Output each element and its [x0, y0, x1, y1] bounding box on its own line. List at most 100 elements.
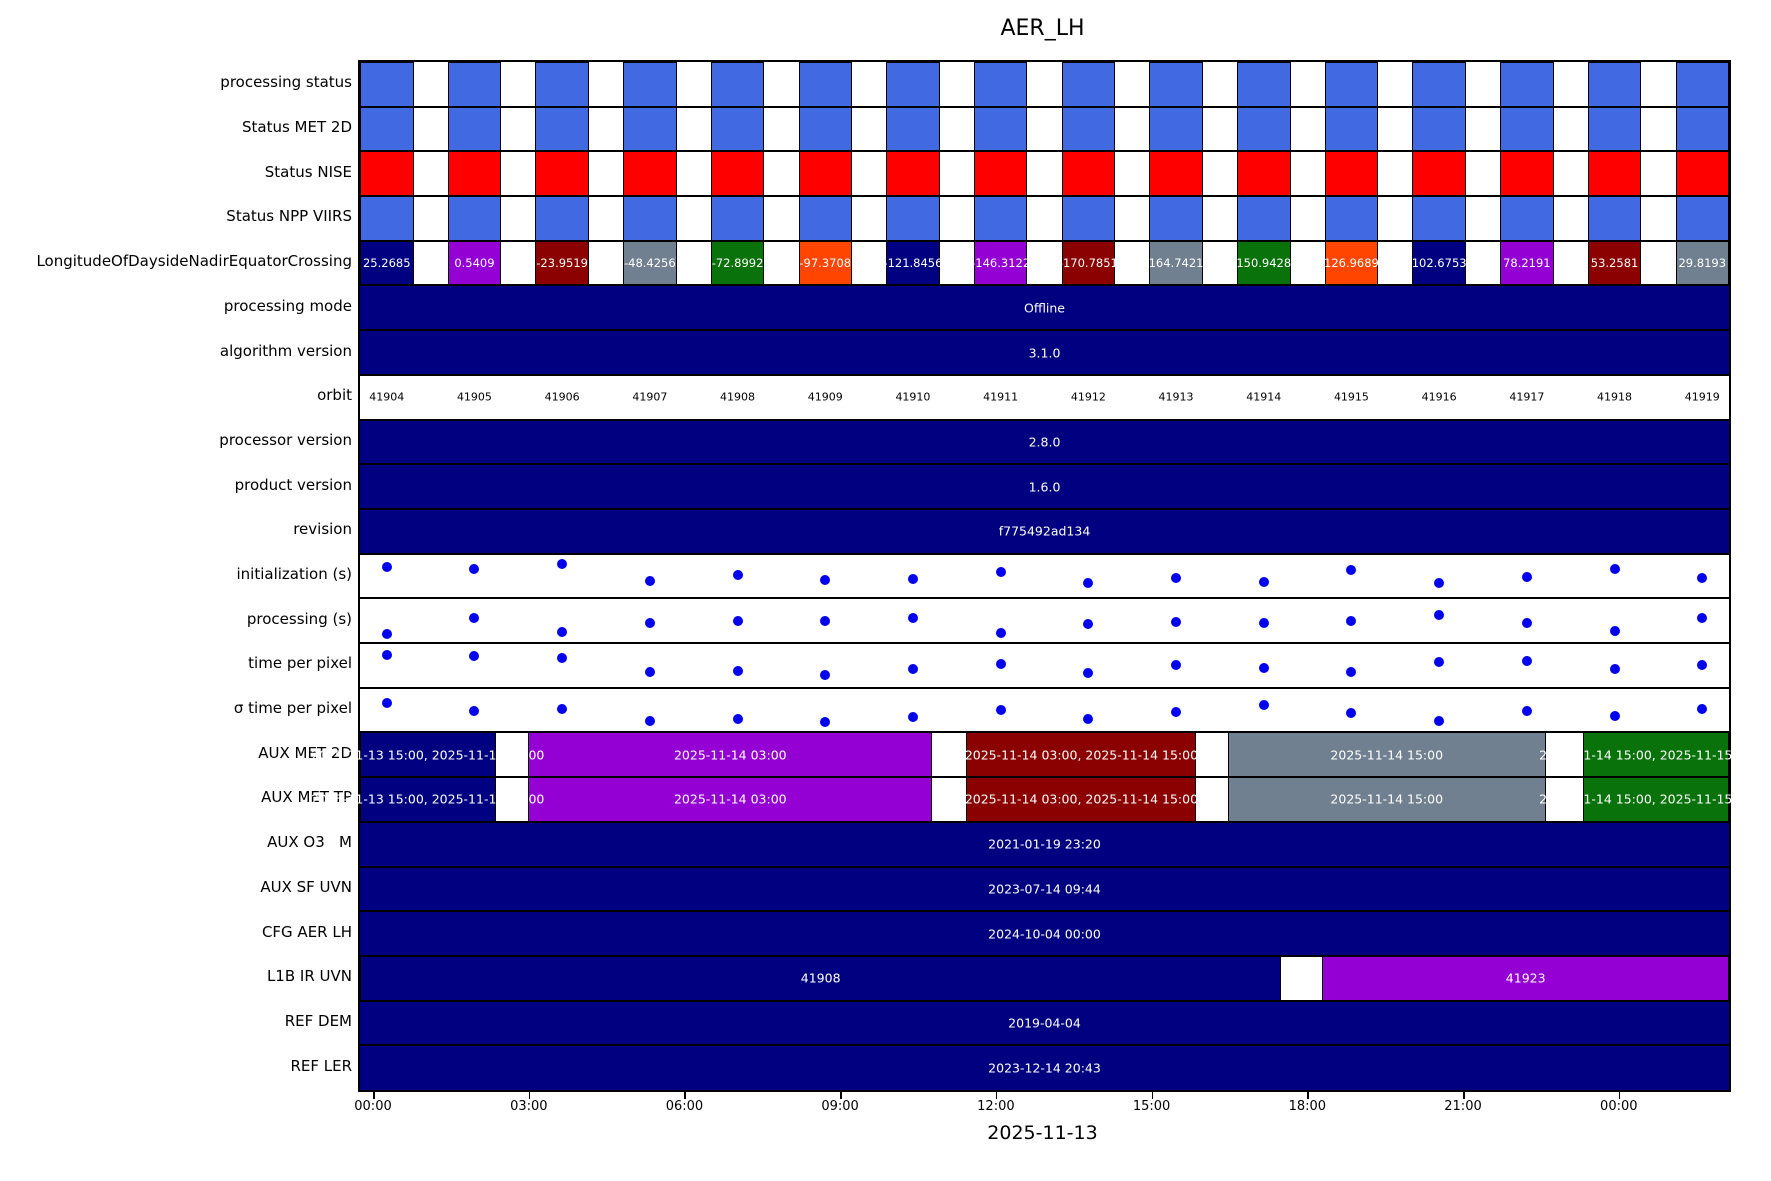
interval-label: 2025-11-13 15:00, 2025-11-14 03:00 — [311, 791, 545, 807]
data-point — [907, 711, 918, 722]
data-point — [1346, 616, 1357, 627]
longitude-value: 25.2685 — [362, 256, 411, 271]
row-ref-ler: 2023-12-14 20:43 — [360, 1045, 1729, 1090]
longitude-block — [623, 240, 677, 286]
status-block — [798, 151, 852, 197]
status-block — [1675, 62, 1729, 107]
chart-title: AER_LH — [1000, 16, 1085, 41]
status-block — [1149, 62, 1203, 107]
data-point — [732, 616, 743, 627]
data-point — [907, 664, 918, 675]
interval-label: 2025-11-14 15:00 — [1330, 791, 1444, 807]
row-label-aux-o3-m: AUX O3 M — [267, 833, 352, 852]
data-point — [820, 669, 831, 680]
status-block — [1412, 196, 1466, 241]
x-axis-date-label: 2025-11-13 — [987, 1122, 1098, 1144]
interval-bar: 2025-11-14 03:00 — [528, 777, 933, 822]
row-separator — [360, 239, 1729, 242]
data-point — [732, 665, 743, 676]
status-block — [1061, 151, 1116, 197]
row-separator — [360, 373, 1729, 376]
status-block — [1237, 196, 1291, 241]
row-label-processing-mode: processing mode — [223, 296, 352, 315]
longitude-block — [973, 240, 1028, 286]
status-block — [1412, 106, 1466, 152]
orbit-number: 41917 — [1509, 390, 1545, 404]
x-tick-mark — [684, 1090, 687, 1099]
row-separator — [360, 329, 1729, 332]
data-point — [1521, 618, 1532, 629]
x-tick-label: 12:00 — [977, 1099, 1015, 1114]
longitude-value: 0.5409 — [454, 256, 495, 271]
status-block — [447, 106, 502, 152]
data-point — [995, 705, 1006, 716]
data-point — [557, 704, 568, 715]
row-aux-o3-m: 2021-01-19 23:20 — [360, 821, 1729, 867]
bar-value: f775492ad134 — [998, 523, 1091, 539]
data-point — [469, 650, 480, 661]
row-label-l1b-ir-uvn: L1B IR UVN — [266, 967, 352, 986]
data-point — [1434, 657, 1445, 668]
interval-label: 2025-11-14 15:00, 2025-11-15 03:00 — [1539, 791, 1771, 807]
status-block — [1412, 151, 1466, 197]
x-tick-label: 09:00 — [821, 1099, 859, 1114]
row-label-status-met-2d: Status MET 2D — [241, 118, 352, 137]
status-block — [1587, 106, 1642, 152]
interval-bar: 2025-11-13 15:00, 2025-11-14 03:00 — [311, 777, 544, 822]
orbit-number: 41913 — [1158, 390, 1194, 404]
status-block — [1500, 151, 1554, 197]
status-block — [360, 106, 414, 152]
row-separator — [360, 150, 1729, 153]
row-product-version: 1.6.0 — [360, 464, 1729, 509]
data-point — [1697, 612, 1708, 623]
data-point — [1083, 577, 1094, 588]
status-block — [1061, 62, 1116, 107]
longitude-value: -170.7851 — [1058, 256, 1118, 271]
data-point — [381, 698, 392, 709]
row-revision: f775492ad134 — [360, 508, 1729, 554]
bar-value: 3.1.0 — [1028, 345, 1061, 361]
interval-label: 2025-11-13 15:00, 2025-11-14 03:00 — [311, 747, 545, 763]
x-tick-mark — [840, 1090, 842, 1099]
status-block — [1149, 196, 1203, 241]
longitude-value: 53.2581 — [1590, 256, 1639, 271]
data-point — [732, 570, 743, 581]
interval-bar: 2025-11-14 15:00, 2025-11-15 03:00 — [1539, 732, 1771, 778]
status-block — [447, 151, 502, 197]
status-block — [798, 196, 852, 241]
data-point — [469, 705, 480, 716]
data-point — [1521, 655, 1532, 666]
longitude-value: 150.9428 — [1236, 256, 1292, 271]
status-block — [1587, 196, 1642, 241]
row-label-aux-met-2d: AUX MET 2D — [258, 743, 352, 762]
interval-label: 2025-11-14 03:00, 2025-11-14 15:00 — [964, 747, 1199, 763]
x-tick-mark — [1463, 1090, 1465, 1099]
status-block — [1149, 151, 1203, 197]
status-block — [973, 106, 1028, 152]
longitude-block — [1061, 240, 1116, 286]
orbit-number: 41904 — [369, 390, 405, 404]
row-separator — [360, 1044, 1729, 1047]
data-point — [557, 627, 568, 638]
longitude-value: -121.8456 — [883, 256, 943, 271]
status-block — [1500, 196, 1554, 241]
row-label-algorithm-version: algorithm version — [219, 341, 352, 360]
status-block — [1061, 196, 1116, 241]
status-block — [1324, 151, 1379, 197]
orbit-number: 41909 — [807, 390, 843, 404]
status-block — [886, 151, 940, 197]
data-point — [1171, 660, 1182, 671]
data-point — [1609, 626, 1620, 637]
longitude-block — [1237, 240, 1291, 286]
status-block — [798, 62, 852, 107]
status-block — [1237, 106, 1291, 152]
status-block — [623, 151, 677, 197]
x-tick-mark — [995, 1090, 998, 1099]
data-point — [1171, 573, 1182, 584]
interval-bar: 2025-11-14 03:00, 2025-11-14 15:00 — [965, 777, 1198, 822]
row-status-npp-viirs — [360, 196, 1729, 241]
data-point — [644, 618, 655, 629]
x-tick-label: 18:00 — [1288, 1099, 1327, 1114]
row-separator — [360, 776, 1729, 779]
row-ref-dem: 2019-04-04 — [360, 1000, 1729, 1046]
